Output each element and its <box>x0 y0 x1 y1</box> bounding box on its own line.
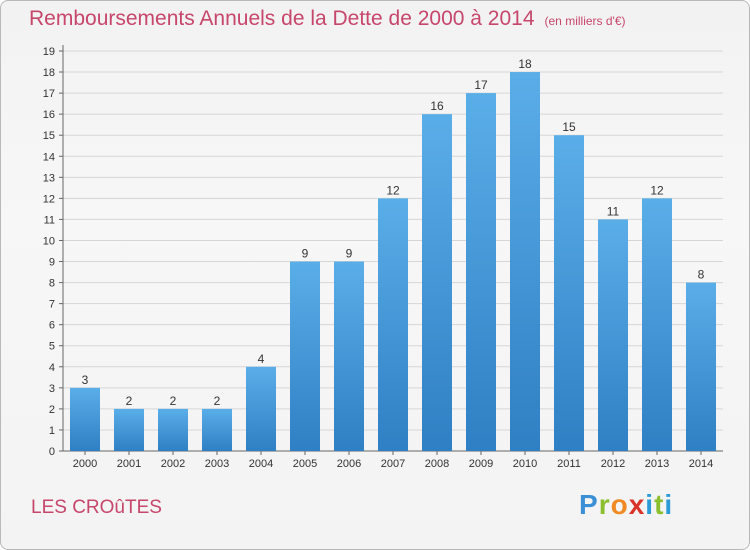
x-tick-label: 2008 <box>425 458 449 470</box>
y-tick-label: 3 <box>49 383 55 395</box>
title-row: Remboursements Annuels de la Dette de 20… <box>29 7 626 31</box>
y-tick-label: 11 <box>44 214 55 226</box>
bar <box>510 72 540 451</box>
bar <box>466 93 496 452</box>
x-tick-label: 2001 <box>117 458 141 470</box>
bar-value-label: 2 <box>170 394 177 408</box>
bar-layer <box>70 72 716 452</box>
y-tick-label: 8 <box>49 278 55 290</box>
y-tick-label: 6 <box>49 320 55 332</box>
x-tick-label: 2012 <box>601 458 625 470</box>
x-tick-label: 2013 <box>645 458 669 470</box>
y-tick-label: 10 <box>43 235 55 247</box>
bar-value-label: 12 <box>386 183 400 197</box>
y-tick-label: 5 <box>49 341 55 353</box>
bar-value-label: 18 <box>518 57 532 71</box>
label-layer: 3 2 2 2 4 9 9 12 16 17 18 15 11 12 8 <box>82 57 705 408</box>
bar <box>554 135 584 452</box>
bar-value-label: 4 <box>258 352 265 366</box>
y-tick-label: 9 <box>49 257 55 269</box>
bar <box>114 408 144 451</box>
bar-value-label: 16 <box>430 99 444 113</box>
x-tick-label: 2014 <box>689 458 713 470</box>
logo-letter: t <box>654 489 665 520</box>
bar <box>290 261 320 451</box>
y-tick-label: 2 <box>49 404 55 416</box>
bar-value-label: 17 <box>474 78 488 92</box>
y-tick-label: 15 <box>43 130 55 142</box>
bar <box>598 219 628 451</box>
logo-letter: P <box>579 489 599 520</box>
x-tick-label: 2011 <box>557 458 581 470</box>
bar <box>378 198 408 451</box>
bar <box>202 408 232 451</box>
logo-letter: x <box>628 489 646 520</box>
x-tick-label: 2004 <box>249 458 273 470</box>
x-tick-label: 2002 <box>161 458 185 470</box>
logo-letter: i <box>645 489 655 520</box>
x-tick-label: 2009 <box>469 458 493 470</box>
y-tick-label: 19 <box>43 46 55 58</box>
bar <box>642 198 672 451</box>
y-tick-label: 0 <box>49 446 55 458</box>
bar <box>158 408 188 451</box>
logo-letter: o <box>610 489 629 520</box>
bar-value-label: 8 <box>698 268 705 282</box>
y-tick-label: 14 <box>43 151 55 163</box>
bar-value-label: 15 <box>562 120 576 134</box>
bar <box>70 387 100 451</box>
x-tick-label: 2003 <box>205 458 229 470</box>
bar-value-label: 3 <box>82 373 89 387</box>
bar-value-label: 2 <box>126 394 133 408</box>
chart-subtitle: (en milliers d'€) <box>544 14 626 28</box>
x-tick-label: 2006 <box>337 458 361 470</box>
y-tick-label: 12 <box>43 193 55 205</box>
y-tick-label: 18 <box>43 67 55 79</box>
bar-value-label: 11 <box>607 204 620 218</box>
bar-value-label: 9 <box>302 247 309 261</box>
x-tick-label: 2010 <box>513 458 537 470</box>
x-tick-label: 2000 <box>73 458 97 470</box>
bar <box>686 282 716 451</box>
y-tick-label: 13 <box>43 172 55 184</box>
x-tick-label: 2005 <box>293 458 317 470</box>
bar <box>334 261 364 451</box>
chart-title: Remboursements Annuels de la Dette de 20… <box>29 7 535 30</box>
proxiti-logo[interactable]: Proxiti <box>579 489 673 521</box>
y-tick-label: 16 <box>43 109 55 121</box>
y-tick-label: 17 <box>43 88 55 100</box>
commune-name: LES CROûTES <box>31 497 162 518</box>
y-tick-label: 1 <box>49 425 55 437</box>
bar <box>422 114 452 451</box>
bar-value-label: 2 <box>214 394 221 408</box>
logo-letter: r <box>598 489 611 520</box>
bar <box>246 366 276 451</box>
y-tick-label: 7 <box>49 299 55 311</box>
logo-letter: i <box>664 489 674 520</box>
bar-value-label: 12 <box>650 183 664 197</box>
x-tick-label: 2007 <box>381 458 405 470</box>
y-tick-label: 4 <box>49 362 55 374</box>
bar-value-label: 9 <box>346 247 353 261</box>
